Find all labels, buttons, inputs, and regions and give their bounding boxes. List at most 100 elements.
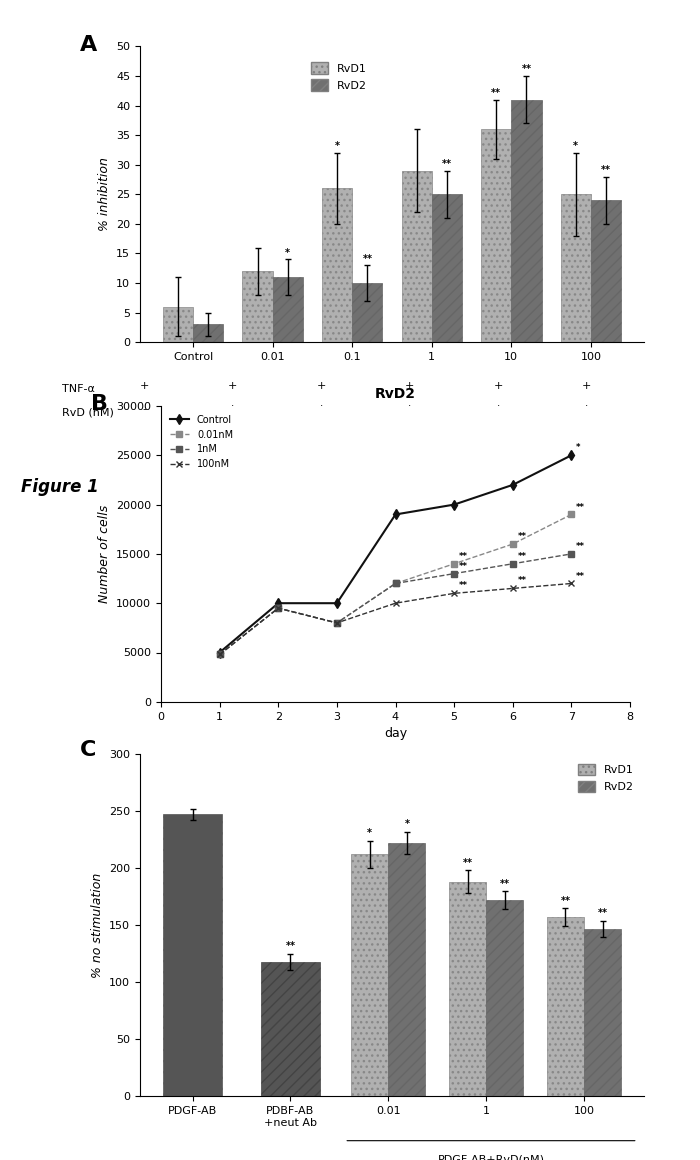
- Text: **: **: [517, 532, 526, 541]
- Control: [391, 508, 400, 522]
- Control: [567, 448, 575, 462]
- 1nM: [508, 557, 517, 571]
- Text: +: +: [494, 380, 503, 391]
- Text: *: *: [573, 142, 578, 151]
- Text: +: +: [228, 405, 237, 414]
- Bar: [591, 201, 621, 342]
- Bar: [402, 171, 432, 342]
- Text: **: **: [442, 159, 452, 169]
- Bar: [584, 928, 621, 1096]
- Bar: [193, 325, 223, 342]
- Text: **: **: [601, 165, 611, 175]
- Text: *: *: [368, 828, 372, 839]
- Line: 1nM: 1nM: [217, 551, 574, 658]
- Bar: [511, 100, 542, 342]
- Bar: [561, 195, 591, 342]
- Bar: [163, 814, 223, 1096]
- Text: +: +: [582, 380, 591, 391]
- Legend: RvD1, RvD2: RvD1, RvD2: [574, 760, 638, 797]
- Y-axis label: % inhibition: % inhibition: [97, 158, 111, 231]
- Line: Control: Control: [216, 452, 575, 655]
- Text: **: **: [363, 254, 372, 263]
- Text: **: **: [458, 552, 468, 560]
- 0.01nM: [450, 557, 459, 571]
- Control: [216, 645, 224, 659]
- 1nM: [274, 601, 283, 615]
- Bar: [352, 283, 382, 342]
- 100nM: [567, 577, 575, 590]
- 100nM: [450, 586, 459, 601]
- Text: +: +: [405, 380, 414, 391]
- 100nM: [391, 596, 400, 610]
- 1nM: [391, 577, 400, 590]
- Text: +: +: [316, 405, 326, 414]
- Text: **: **: [463, 858, 473, 868]
- 0.01nM: [216, 647, 224, 661]
- 100nM: [274, 601, 283, 615]
- Line: 100nM: 100nM: [217, 581, 574, 658]
- Bar: [351, 855, 388, 1096]
- Text: A: A: [80, 35, 97, 55]
- 100nM: [332, 616, 341, 630]
- Text: +: +: [494, 405, 503, 414]
- 0.01nM: [274, 601, 283, 615]
- Control: [332, 596, 341, 610]
- Text: **: **: [500, 878, 510, 889]
- Y-axis label: Number of cells: Number of cells: [97, 505, 111, 603]
- Text: *: *: [335, 142, 339, 151]
- Bar: [163, 306, 193, 342]
- Text: +: +: [582, 405, 591, 414]
- 100nM: [216, 647, 224, 661]
- Title: RvD2: RvD2: [375, 386, 416, 400]
- Text: **: **: [560, 896, 570, 906]
- 1nM: [567, 548, 575, 561]
- Text: +: +: [405, 405, 414, 414]
- 0.01nM: [508, 537, 517, 551]
- Text: C: C: [80, 740, 96, 760]
- Text: *: *: [286, 247, 290, 258]
- Control: [508, 478, 517, 492]
- X-axis label: day: day: [384, 727, 407, 740]
- Control: [450, 498, 459, 512]
- Bar: [242, 271, 273, 342]
- Line: 0.01nM: 0.01nM: [217, 512, 574, 658]
- 100nM: [508, 581, 517, 595]
- 1nM: [332, 616, 341, 630]
- Legend: RvD1, RvD2: RvD1, RvD2: [307, 58, 371, 95]
- Text: **: **: [517, 577, 526, 586]
- Text: **: **: [522, 64, 531, 74]
- Bar: [481, 129, 511, 342]
- Text: **: **: [458, 561, 468, 571]
- Y-axis label: % no stimulation: % no stimulation: [90, 872, 104, 978]
- Bar: [389, 843, 426, 1096]
- Text: +: +: [140, 380, 149, 391]
- Text: Figure 1: Figure 1: [21, 478, 99, 496]
- Text: B: B: [91, 394, 108, 414]
- Bar: [273, 277, 303, 342]
- 1nM: [216, 647, 224, 661]
- Bar: [260, 962, 320, 1096]
- Text: **: **: [598, 908, 608, 919]
- Text: **: **: [286, 941, 295, 951]
- Text: *: *: [405, 819, 409, 829]
- Text: -: -: [142, 405, 146, 414]
- Control: [274, 596, 283, 610]
- Text: **: **: [517, 552, 526, 560]
- 0.01nM: [567, 508, 575, 522]
- Legend: Control, 0.01nM, 1nM, 100nM: Control, 0.01nM, 1nM, 100nM: [166, 411, 237, 473]
- Bar: [449, 882, 486, 1096]
- Text: *: *: [576, 443, 580, 452]
- 0.01nM: [391, 577, 400, 590]
- Bar: [547, 918, 584, 1096]
- Bar: [432, 195, 462, 342]
- Bar: [486, 900, 524, 1096]
- Text: **: **: [458, 581, 468, 590]
- Text: **: **: [576, 502, 585, 512]
- Bar: [322, 188, 352, 342]
- 0.01nM: [332, 616, 341, 630]
- Text: +: +: [316, 380, 326, 391]
- Text: PDGF-AB+RvD(nM): PDGF-AB+RvD(nM): [438, 1154, 545, 1160]
- Text: **: **: [491, 88, 501, 97]
- Text: TNF-α: TNF-α: [62, 384, 94, 393]
- 1nM: [450, 567, 459, 581]
